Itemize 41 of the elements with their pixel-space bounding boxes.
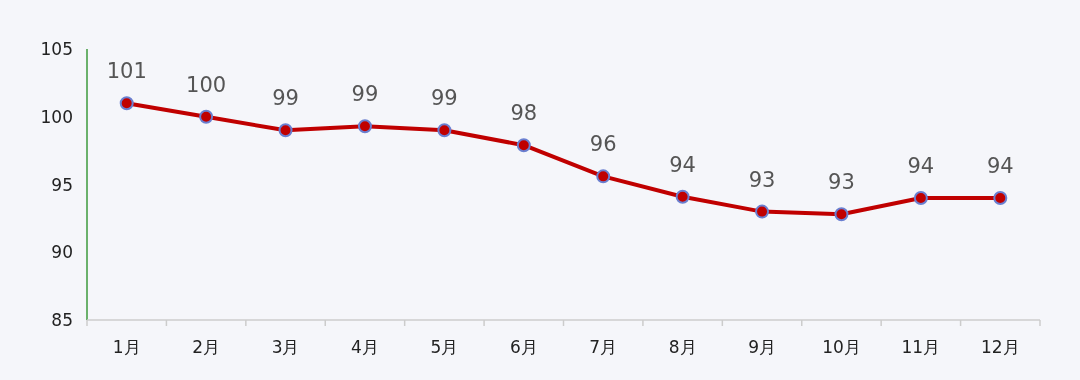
point [834, 207, 849, 222]
point [913, 191, 928, 206]
y-tick-label: 95 [51, 174, 73, 195]
data-label: 99 [272, 86, 299, 111]
point [596, 169, 611, 184]
point [437, 123, 452, 138]
point [755, 204, 770, 219]
data-label: 99 [431, 86, 458, 111]
x-tick-label: 6月 [509, 337, 538, 357]
data-label: 96 [589, 132, 617, 157]
data-label: 99 [351, 82, 379, 107]
x-tick-label: 4月 [351, 337, 379, 357]
point [993, 191, 1008, 206]
point [278, 123, 293, 138]
data-label: 93 [748, 167, 776, 192]
point [199, 109, 214, 124]
data-label: 98 [510, 101, 538, 126]
data-label: 94 [907, 154, 935, 179]
y-tick-label: 85 [51, 310, 73, 330]
point [357, 119, 372, 134]
x-tick-label: 2月 [192, 337, 221, 357]
x-tick-label: 5月 [430, 337, 459, 357]
x-tick-label: 11月 [901, 337, 941, 357]
data-label: 93 [828, 170, 855, 195]
data-label: 101 [106, 59, 147, 84]
x-tick-label: 8月 [668, 337, 697, 357]
point [119, 96, 134, 111]
point [675, 189, 690, 204]
x-tick-label: 1月 [112, 337, 141, 357]
y-tick-label: 90 [51, 242, 73, 263]
x-tick-label: 7月 [589, 337, 618, 357]
data-label: 94 [669, 152, 696, 177]
x-tick-label: 10月 [822, 337, 861, 357]
point [516, 138, 531, 153]
y-tick-label: 100 [40, 106, 73, 127]
y-tick-label: 105 [40, 39, 73, 59]
data-label: 94 [986, 154, 1014, 179]
data-label: 100 [186, 72, 227, 97]
x-tick-label: 3月 [271, 337, 300, 357]
x-tick-label: 9月 [748, 337, 776, 357]
x-tick-label: 12月 [980, 337, 1020, 357]
